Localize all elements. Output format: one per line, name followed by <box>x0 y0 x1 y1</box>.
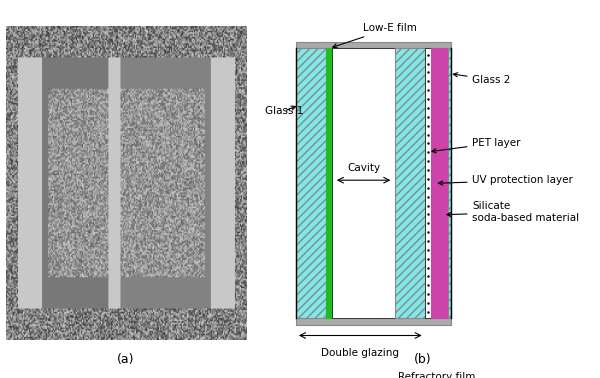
Text: Glass 2: Glass 2 <box>454 73 511 85</box>
Text: PET layer: PET layer <box>432 138 521 153</box>
Bar <box>296 48 326 318</box>
Text: UV protection layer: UV protection layer <box>439 175 574 185</box>
Bar <box>332 48 395 318</box>
Text: (a): (a) <box>117 353 135 366</box>
Bar <box>431 48 438 318</box>
Bar <box>425 48 431 318</box>
Bar <box>326 48 332 318</box>
Bar <box>438 48 448 318</box>
Text: Refractory film: Refractory film <box>398 372 475 378</box>
Bar <box>395 48 425 318</box>
Text: Glass 1: Glass 1 <box>265 106 303 116</box>
Bar <box>296 318 451 324</box>
Text: Silicate
soda-based material: Silicate soda-based material <box>447 201 580 223</box>
Text: Cavity: Cavity <box>347 163 380 173</box>
Text: Double glazing: Double glazing <box>322 348 400 358</box>
Text: (b): (b) <box>414 353 432 366</box>
Bar <box>296 42 451 48</box>
Text: Low-E film: Low-E film <box>333 23 417 48</box>
Bar <box>448 48 451 318</box>
